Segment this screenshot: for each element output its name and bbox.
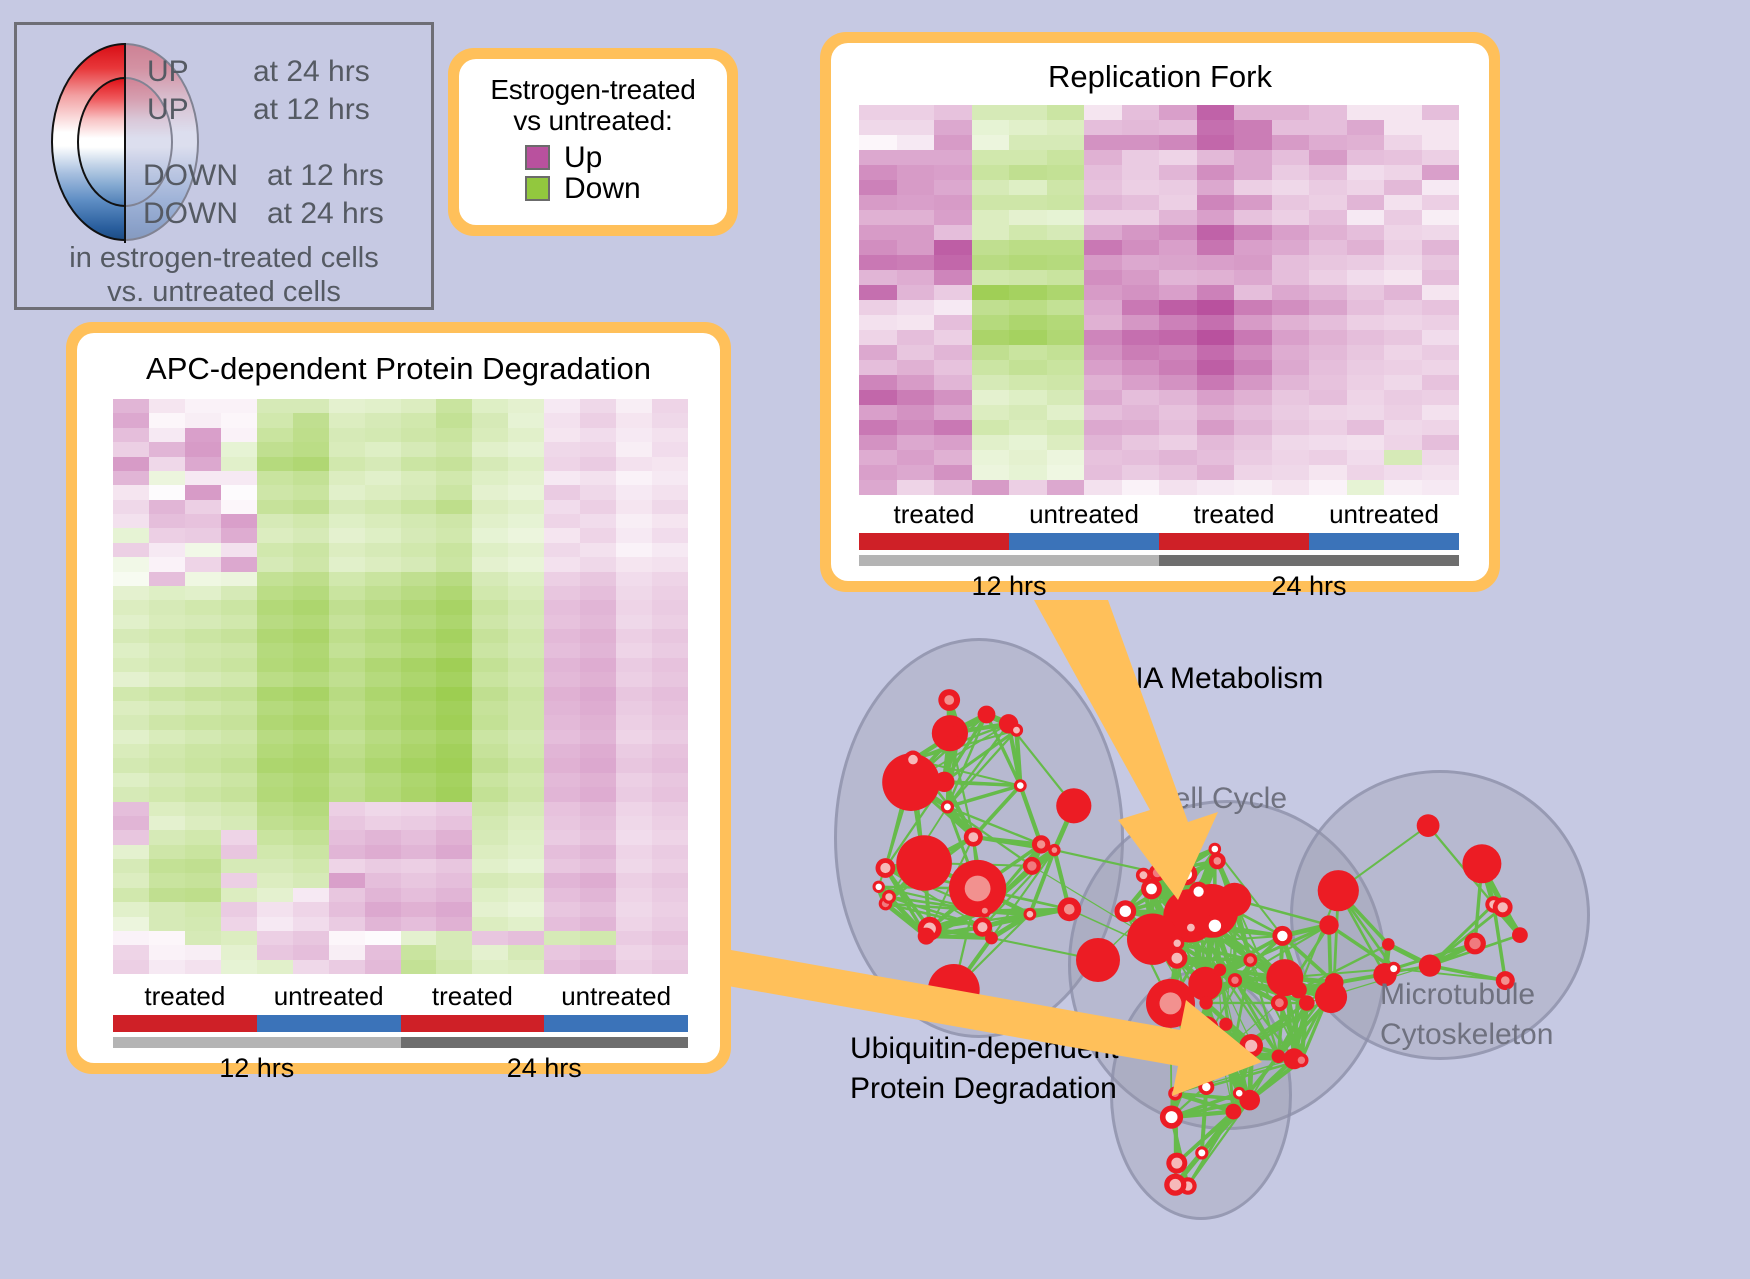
cb-state-0: UP bbox=[147, 55, 189, 88]
colorbar-caption-line2: vs. untreated cells bbox=[107, 276, 341, 309]
updown-legend-title-line1: Estrogen-treated bbox=[490, 74, 696, 105]
apc-timepoint-colorbar bbox=[113, 1037, 688, 1048]
condition-segment-1 bbox=[1009, 533, 1159, 550]
replication-fork-panel: Replication Fork treated untreated treat… bbox=[820, 32, 1500, 601]
colorbar-legend-box: UP at 24 hrs UP at 12 hrs DOWN at 12 hrs… bbox=[14, 22, 434, 310]
label-ubiquitin-l2: Protein Degradation bbox=[850, 1072, 1117, 1105]
cb-state-1: UP bbox=[147, 93, 189, 126]
rf-condition-labels: treated untreated treated untreated bbox=[859, 499, 1459, 530]
apc-condition-colorbar bbox=[113, 1015, 688, 1032]
timepoint-segment-0 bbox=[113, 1037, 401, 1048]
apc-time-1: 24 hrs bbox=[506, 1053, 582, 1083]
rf-cond-3: untreated bbox=[1329, 499, 1439, 529]
apc-degradation-panel: APC-dependent Protein Degradation treate… bbox=[66, 322, 731, 1083]
updown-legend-card: Estrogen-treated vs untreated: Up Down bbox=[448, 48, 738, 236]
label-ubiquitin-l1: Ubiquitin-dependent bbox=[850, 1032, 1119, 1065]
apc-panel-title: APC-dependent Protein Degradation bbox=[146, 351, 651, 386]
ring-center-divider bbox=[124, 43, 126, 243]
apc-cond-2: treated bbox=[431, 981, 513, 1011]
timepoint-segment-1 bbox=[400, 1037, 688, 1048]
cb-time-1: at 12 hrs bbox=[253, 93, 370, 126]
updown-legend-title-line2: vs untreated: bbox=[513, 105, 673, 137]
apc-axis: treated untreated treated untreated 12 h… bbox=[113, 981, 688, 1084]
apc-heatmap bbox=[113, 399, 688, 974]
apc-cond-1: untreated bbox=[273, 981, 384, 1011]
up-color-swatch bbox=[525, 145, 550, 171]
cb-time-0: at 24 hrs bbox=[253, 55, 370, 88]
condition-segment-0 bbox=[113, 1015, 257, 1032]
replication-fork-title: Replication Fork bbox=[1048, 59, 1272, 94]
label-cell-cycle: Cell Cycle bbox=[1152, 782, 1288, 815]
pathway-network: DNA Metabolism Cell Cycle Microtubule Cy… bbox=[800, 600, 1750, 1279]
cb-state-3: DOWN bbox=[143, 197, 238, 230]
label-microtubule-l1: Microtubule bbox=[1380, 978, 1536, 1011]
condition-segment-1 bbox=[256, 1015, 401, 1032]
condition-segment-3 bbox=[1309, 533, 1459, 550]
rf-time-1: 24 hrs bbox=[1271, 571, 1347, 601]
apc-cond-3: untreated bbox=[561, 981, 672, 1011]
apc-time-0: 12 hrs bbox=[219, 1053, 295, 1083]
cb-state-2: DOWN bbox=[143, 159, 238, 192]
up-label: Up bbox=[564, 140, 603, 174]
rf-time-0: 12 hrs bbox=[971, 571, 1047, 601]
replication-fork-heatmap bbox=[859, 105, 1459, 495]
legend-item-down: Down bbox=[525, 171, 727, 205]
apc-cond-0: treated bbox=[144, 981, 226, 1011]
cb-time-3: at 24 hrs bbox=[267, 197, 384, 230]
replication-fork-axis: treated untreated treated untreated 12 h… bbox=[859, 499, 1459, 602]
down-color-swatch bbox=[525, 176, 550, 202]
rf-cond-2: treated bbox=[1193, 499, 1275, 529]
label-microtubule-l2: Cytoskeleton bbox=[1380, 1018, 1554, 1051]
colorbar-caption-line1: in estrogen-treated cells bbox=[69, 242, 379, 274]
network-graph bbox=[872, 689, 1528, 1196]
condition-segment-2 bbox=[1159, 533, 1309, 550]
ring-fade-mask bbox=[125, 43, 235, 243]
rf-timepoint-labels: 12 hrs 24 hrs bbox=[859, 566, 1459, 602]
condition-segment-2 bbox=[400, 1015, 545, 1032]
apc-condition-labels: treated untreated treated untreated bbox=[113, 981, 688, 1012]
cb-time-2: at 12 hrs bbox=[267, 159, 384, 192]
legend-item-up: Up bbox=[525, 140, 727, 174]
rf-cond-1: untreated bbox=[1029, 499, 1139, 529]
condition-segment-3 bbox=[544, 1015, 688, 1032]
rf-timepoint-colorbar bbox=[859, 555, 1459, 566]
rf-condition-colorbar bbox=[859, 533, 1459, 550]
updown-legend-items: Up Down bbox=[459, 140, 727, 205]
timepoint-segment-1 bbox=[1159, 555, 1459, 566]
colorbar-rings bbox=[51, 43, 235, 243]
colorbar-caption: in estrogen-treated cells vs. untreated … bbox=[17, 241, 431, 309]
rf-cond-0: treated bbox=[893, 499, 975, 529]
timepoint-segment-0 bbox=[859, 555, 1159, 566]
updown-legend-title: Estrogen-treated vs untreated: bbox=[459, 59, 727, 137]
down-label: Down bbox=[564, 171, 641, 205]
condition-segment-0 bbox=[859, 533, 1009, 550]
apc-timepoint-labels: 12 hrs 24 hrs bbox=[113, 1048, 688, 1084]
label-dna-metabolism: DNA Metabolism bbox=[1100, 662, 1324, 695]
